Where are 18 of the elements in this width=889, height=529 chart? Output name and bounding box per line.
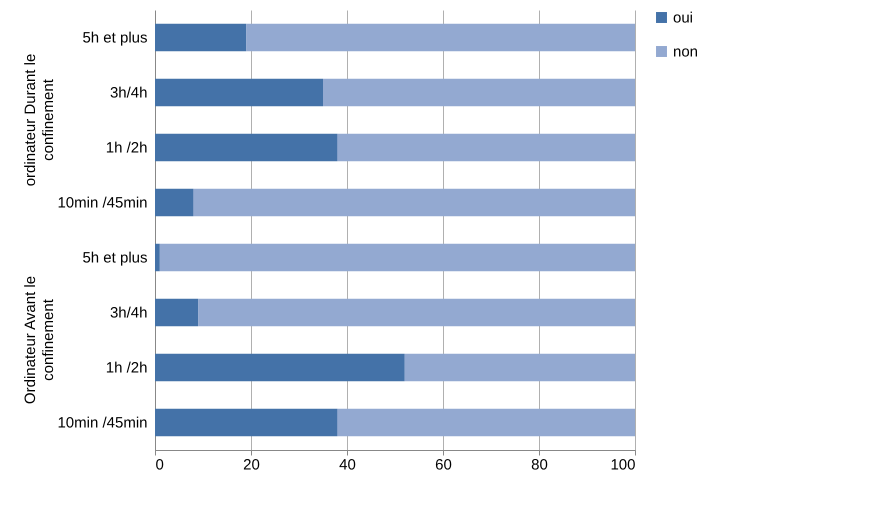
y-tick-label: 3h/4h [110,304,148,322]
text: Ordinateur Avant le confinement [22,276,57,404]
text: ordinateur Durant le confinement [22,54,57,186]
y-tick-label: 1h /2h [106,360,148,376]
x-tick-label: 40 [339,456,356,474]
y-tick-label: 10min /45min [57,194,148,212]
y-tick-label: 5h et plus [82,30,148,46]
y-tick-label: 5h et plus [82,250,148,266]
x-tick-label: 100 [610,456,636,474]
y-tick-label: 10min /45min [57,414,148,432]
x-tick-label: 80 [531,456,548,474]
x-tick-label: 0 [156,456,164,474]
x-tick-label: 20 [243,456,260,474]
legend-label: oui [673,10,694,26]
legend-label: non [673,44,698,60]
y-tick-label: 1h /2h [106,140,148,156]
y-tick-label: 3h/4h [110,84,148,102]
x-tick-label: 60 [435,456,452,474]
